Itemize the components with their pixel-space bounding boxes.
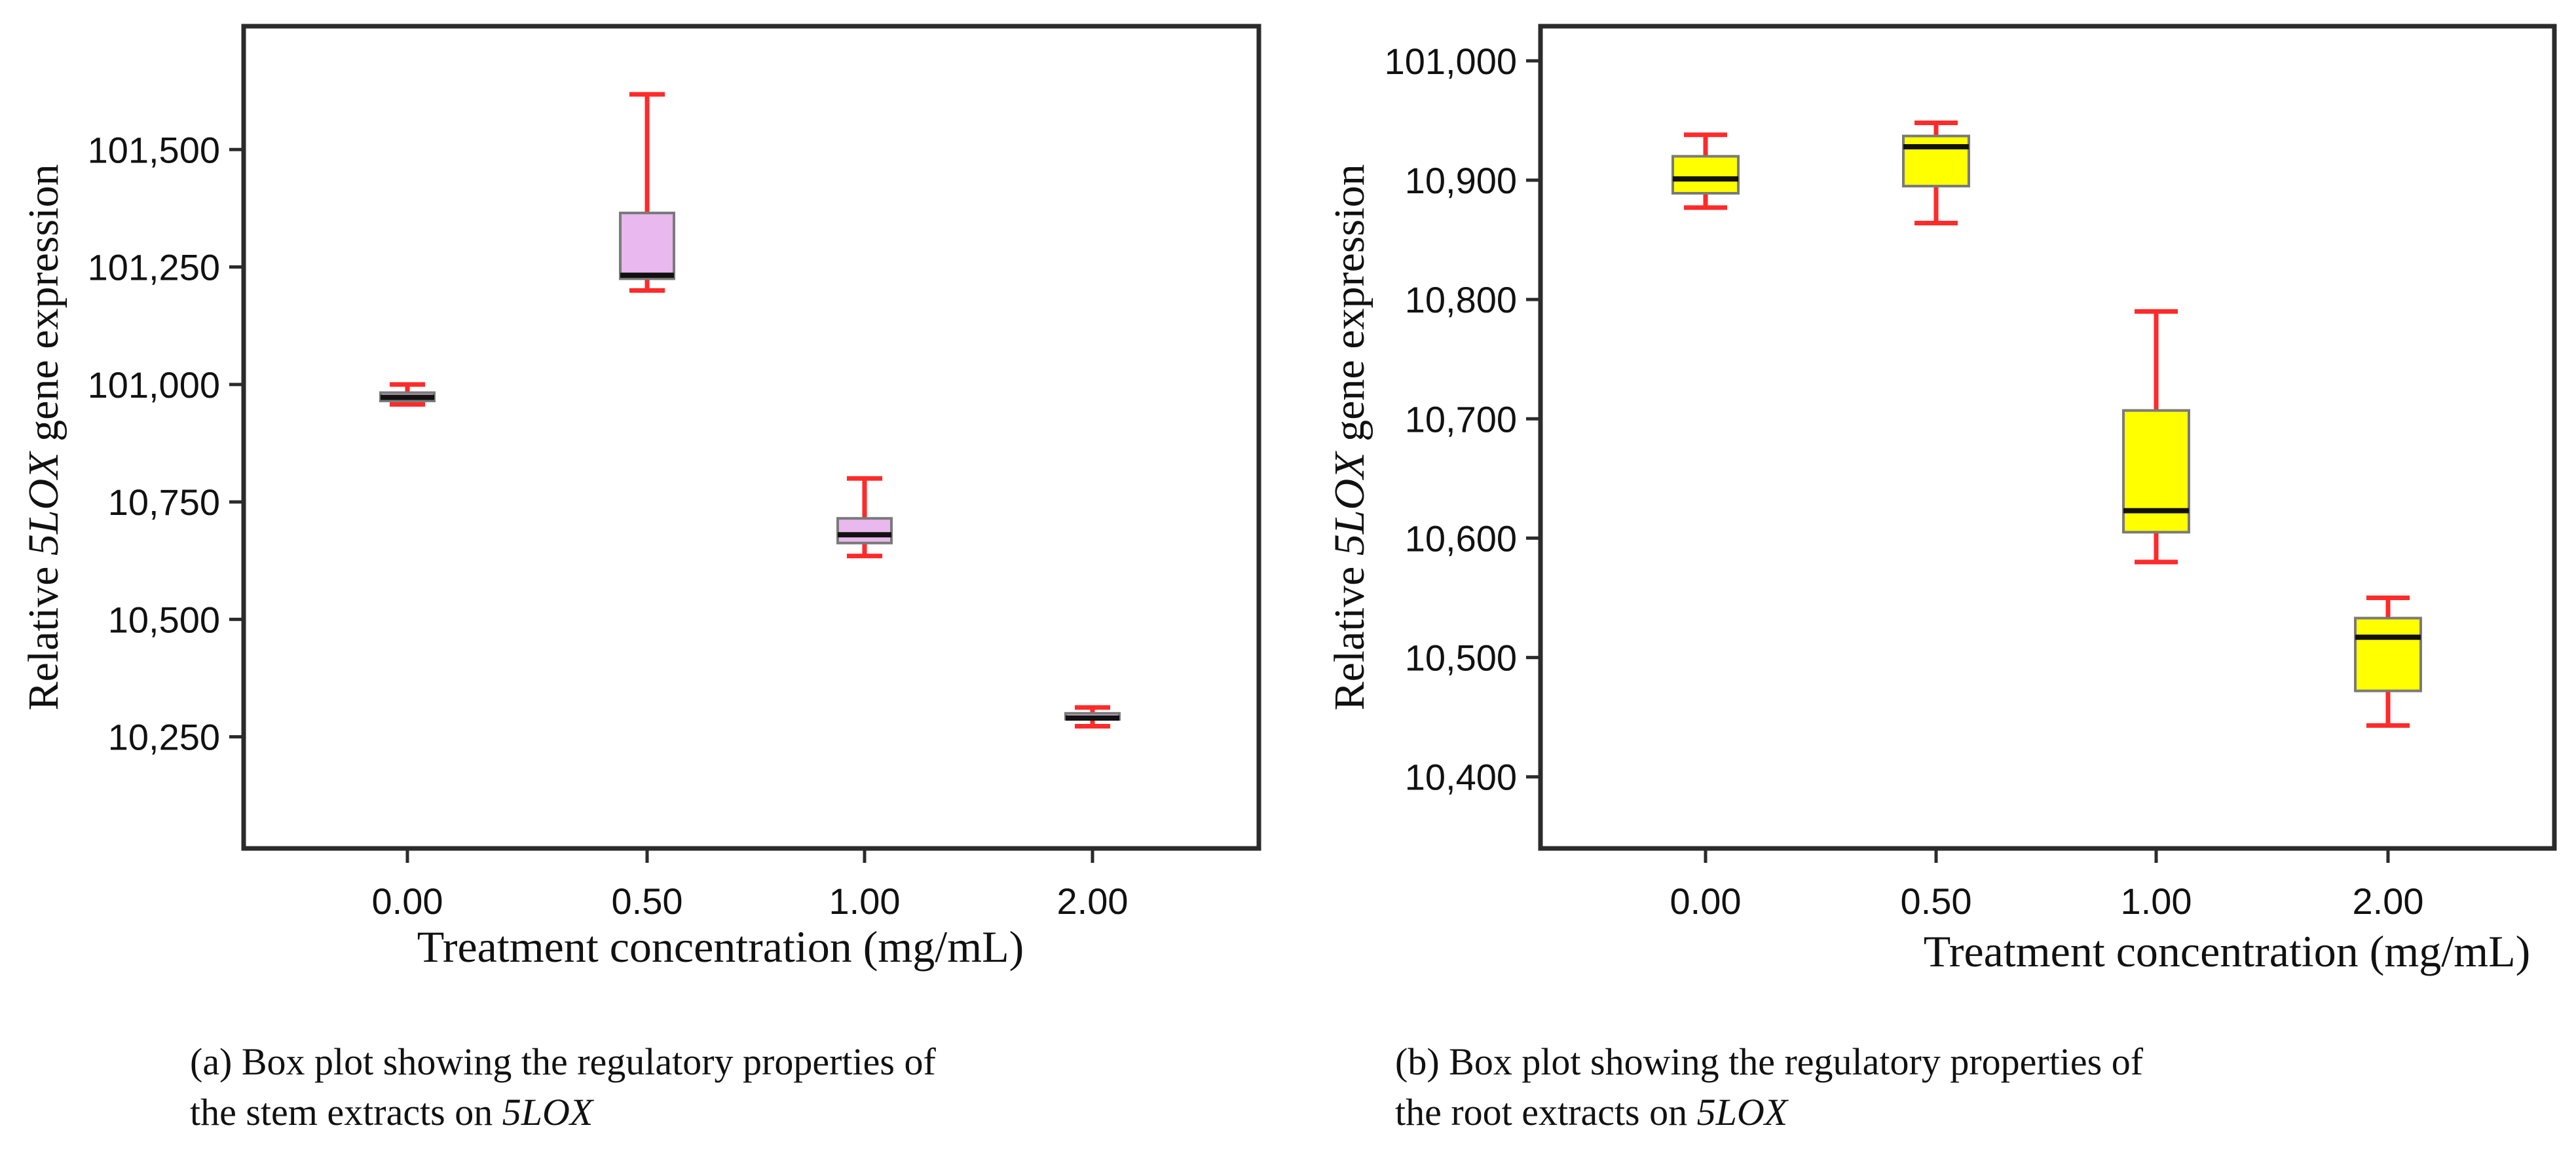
x-tick-label: 0.00 — [1670, 881, 1742, 922]
box-0.50 — [619, 92, 675, 293]
x-axis-label: Treatment concentration (mg/mL) — [417, 922, 1024, 972]
y-axis-label-part: Relative — [20, 556, 67, 710]
plot-frame — [241, 24, 1261, 851]
y-tick-label: 10,600 — [1405, 518, 1517, 559]
caption-line-2-prefix: the stem extracts on — [190, 1091, 502, 1133]
x-tick-label: 1.00 — [829, 881, 901, 922]
x-tick-label: 1.00 — [2121, 881, 2192, 922]
box-0.00 — [1671, 132, 1740, 210]
iqr-box — [1671, 155, 1740, 195]
y-axis-label: Relative 5LOX gene expression — [1326, 164, 1373, 711]
y-tick-label: 10,900 — [1405, 160, 1517, 201]
box-0.00 — [379, 382, 436, 407]
y-axis-label: Relative 5LOX gene expression — [20, 164, 67, 711]
y-tick-label: 10,500 — [1405, 637, 1517, 679]
iqr-box — [2122, 409, 2190, 534]
y-axis-label-part: 5LOX — [20, 451, 67, 556]
x-tick-label: 2.00 — [1057, 881, 1129, 922]
caption-gene-symbol: 5LOX — [1697, 1091, 1789, 1133]
y-tick-label: 101,250 — [88, 247, 220, 288]
x-tick-label: 0.50 — [612, 881, 683, 922]
y-axis-label-part: gene expression — [1326, 164, 1373, 453]
y-tick-label: 101,500 — [88, 129, 220, 170]
plot-frame — [1538, 24, 2557, 851]
iqr-box — [1902, 134, 1970, 188]
box-2.00 — [2354, 595, 2422, 728]
chart-panel-b: 10,400 10,500 10,600 10,700 10,800 10,900 101,… — [1326, 24, 2557, 1133]
box-2.00 — [1064, 705, 1121, 729]
chart-panel-a: 10,250 10,500 10,750 101,000 101,250 101,500 0… — [20, 24, 1261, 1133]
caption-line-2-prefix: the root extracts on — [1395, 1091, 1697, 1133]
y-tick-label: 101,000 — [88, 364, 220, 406]
y-tick-label: 10,400 — [1405, 757, 1517, 798]
y-tick-label: 10,250 — [108, 717, 220, 758]
y-tick-label: 10,750 — [108, 482, 220, 523]
caption-line-1: (a) Box plot showing the regulatory prop… — [190, 1040, 936, 1083]
iqr-box — [2354, 616, 2422, 692]
iqr-box — [619, 212, 675, 280]
caption-line-2: the root extracts on 5LOX — [1395, 1091, 1789, 1133]
y-tick-label: 101,000 — [1385, 41, 1517, 82]
caption-gene-symbol: 5LOX — [502, 1091, 595, 1133]
y-tick-label: 10,700 — [1405, 398, 1517, 440]
y-tick-label: 10,800 — [1405, 279, 1517, 320]
x-tick-label: 0.00 — [372, 881, 443, 922]
x-axis-label: Treatment concentration (mg/mL) — [1924, 926, 2531, 976]
caption-line-1: (b) Box plot showing the regulatory prop… — [1395, 1040, 2144, 1083]
x-tick-label: 2.00 — [2353, 881, 2424, 922]
y-axis-label-part: gene expression — [20, 164, 67, 453]
box-0.50 — [1902, 121, 1970, 226]
y-axis-label-part: 5LOX — [1326, 451, 1373, 556]
y-tick-label: 10,500 — [108, 599, 220, 640]
box-1.00 — [836, 476, 893, 559]
x-tick-label: 0.50 — [1901, 881, 1972, 922]
iqr-box — [836, 517, 893, 544]
caption-line-2: the stem extracts on 5LOX — [190, 1091, 595, 1133]
box-1.00 — [2122, 309, 2190, 565]
y-axis-label-part: Relative — [1326, 556, 1373, 710]
